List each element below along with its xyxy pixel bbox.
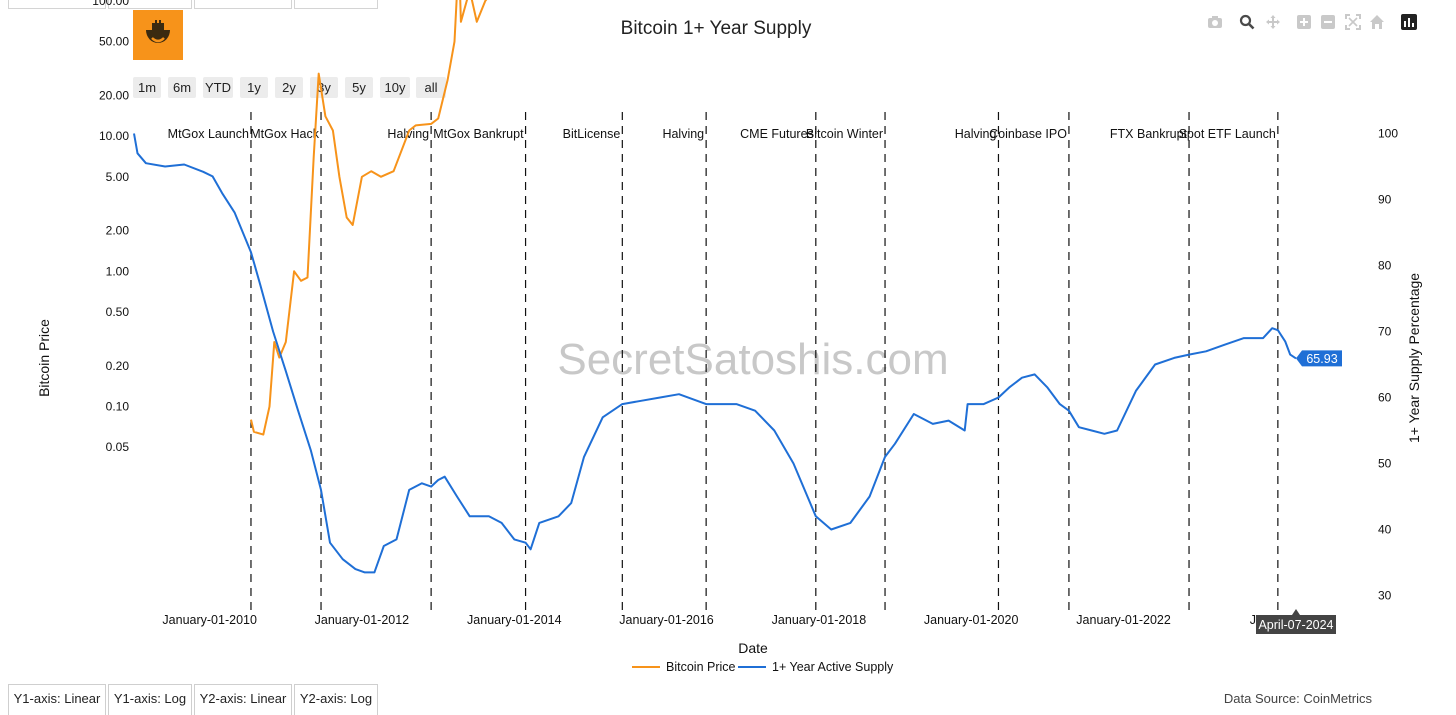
- event-label: CME Futures: [740, 127, 814, 141]
- top-tab[interactable]: [294, 0, 378, 9]
- date-hover-text: April-07-2024: [1258, 618, 1333, 632]
- legend-label-supply: 1+ Year Active Supply: [772, 660, 894, 674]
- x-tick-label: January-01-2010: [162, 613, 257, 627]
- chart-title: Bitcoin 1+ Year Supply: [620, 18, 812, 39]
- y1-tick-label: 20.00: [99, 88, 129, 102]
- plotly-logo-icon[interactable]: [1400, 13, 1418, 31]
- y2-tick-label: 40: [1378, 523, 1392, 537]
- x-tick-label: January-01-2022: [1076, 613, 1171, 627]
- zoom-icon[interactable]: [1238, 13, 1256, 31]
- range-button-10y[interactable]: 10y: [380, 77, 410, 98]
- y2-tick-label: 60: [1378, 391, 1392, 405]
- top-tab[interactable]: [194, 0, 292, 9]
- date-hover-label: [1256, 609, 1336, 634]
- event-label: MtGox Launch: [168, 127, 249, 141]
- pan-icon[interactable]: [1264, 13, 1282, 31]
- y2-axis-linear-tab[interactable]: Y2-axis: Linear: [194, 684, 292, 715]
- range-button-ytd[interactable]: YTD: [203, 77, 233, 98]
- supply-line: [133, 133, 1297, 574]
- bitcoin-price-line: [250, 0, 488, 436]
- y2-axis-log-tab[interactable]: Y2-axis: Log: [294, 684, 378, 715]
- y2-tick-label: 70: [1378, 325, 1392, 339]
- y1-tick-label: 1.00: [106, 264, 130, 278]
- event-label: Halving: [662, 127, 704, 141]
- supply-hover-label: [1296, 350, 1342, 367]
- top-tab[interactable]: [8, 0, 106, 9]
- y1-tick-label: 2.00: [106, 224, 130, 238]
- y1-tick-label: 5.00: [106, 170, 130, 184]
- range-button-6m[interactable]: 6m: [168, 77, 196, 98]
- y1-axis-linear-tab[interactable]: Y1-axis: Linear: [8, 684, 106, 715]
- autoscale-icon[interactable]: [1344, 13, 1362, 31]
- supply-hover-text: 65.93: [1306, 352, 1337, 366]
- y1-tick-label: 0.10: [106, 400, 130, 414]
- y1-tick-label: 0.50: [106, 305, 130, 319]
- event-label: FTX Bankrupt: [1110, 127, 1188, 141]
- x-axis-title: Date: [738, 640, 768, 656]
- event-label: Bitcoin Winter: [806, 127, 883, 141]
- y1-tick-label: 0.05: [106, 440, 130, 454]
- camera-icon[interactable]: [1206, 13, 1224, 31]
- event-label: Coinbase IPO: [989, 127, 1067, 141]
- range-button-2y[interactable]: 2y: [275, 77, 303, 98]
- y1-tick-label: 0.20: [106, 359, 130, 373]
- x-tick-label: January-01-2016: [619, 613, 714, 627]
- y2-tick-label: 50: [1378, 457, 1392, 471]
- legend-label-price: Bitcoin Price: [666, 660, 736, 674]
- range-button-all[interactable]: all: [416, 77, 446, 98]
- y2-axis-title: 1+ Year Supply Percentage: [1406, 273, 1422, 443]
- y2-tick-label: 90: [1378, 193, 1392, 207]
- y2-tick-label: 30: [1378, 589, 1392, 603]
- event-label: MtGox Hack: [250, 127, 320, 141]
- x-tick-label: January-01-2012: [315, 613, 410, 627]
- watermark: SecretSatoshis.com: [557, 335, 948, 384]
- secret-satoshis-logo: [133, 10, 183, 60]
- zoom-out-icon[interactable]: [1319, 13, 1337, 31]
- y1-tick-label: 100.00: [92, 0, 129, 8]
- home-icon[interactable]: [1368, 13, 1386, 31]
- y1-axis-title: Bitcoin Price: [36, 319, 52, 397]
- x-tick-label: January-01-2018: [772, 613, 867, 627]
- event-label: Halving: [955, 127, 997, 141]
- y2-tick-label: 80: [1378, 259, 1392, 273]
- range-button-1y[interactable]: 1y: [240, 77, 268, 98]
- y1-tick-label: 50.00: [99, 35, 129, 49]
- event-label: MtGox Bankrupt: [433, 127, 524, 141]
- range-button-5y[interactable]: 5y: [345, 77, 373, 98]
- x-tick-label: January-01-2020: [924, 613, 1019, 627]
- zoom-in-icon[interactable]: [1295, 13, 1313, 31]
- y1-tick-label: 10.00: [99, 129, 129, 143]
- range-button-1m[interactable]: 1m: [133, 77, 161, 98]
- event-label: BitLicense: [563, 127, 621, 141]
- event-label: Spot ETF Launch: [1179, 127, 1276, 141]
- x-tick-label: January-01-2014: [467, 613, 562, 627]
- y2-tick-label: 100: [1378, 127, 1398, 141]
- y1-axis-log-tab[interactable]: Y1-axis: Log: [108, 684, 192, 715]
- top-tab[interactable]: [108, 0, 192, 9]
- data-source: Data Source: CoinMetrics: [1223, 691, 1372, 706]
